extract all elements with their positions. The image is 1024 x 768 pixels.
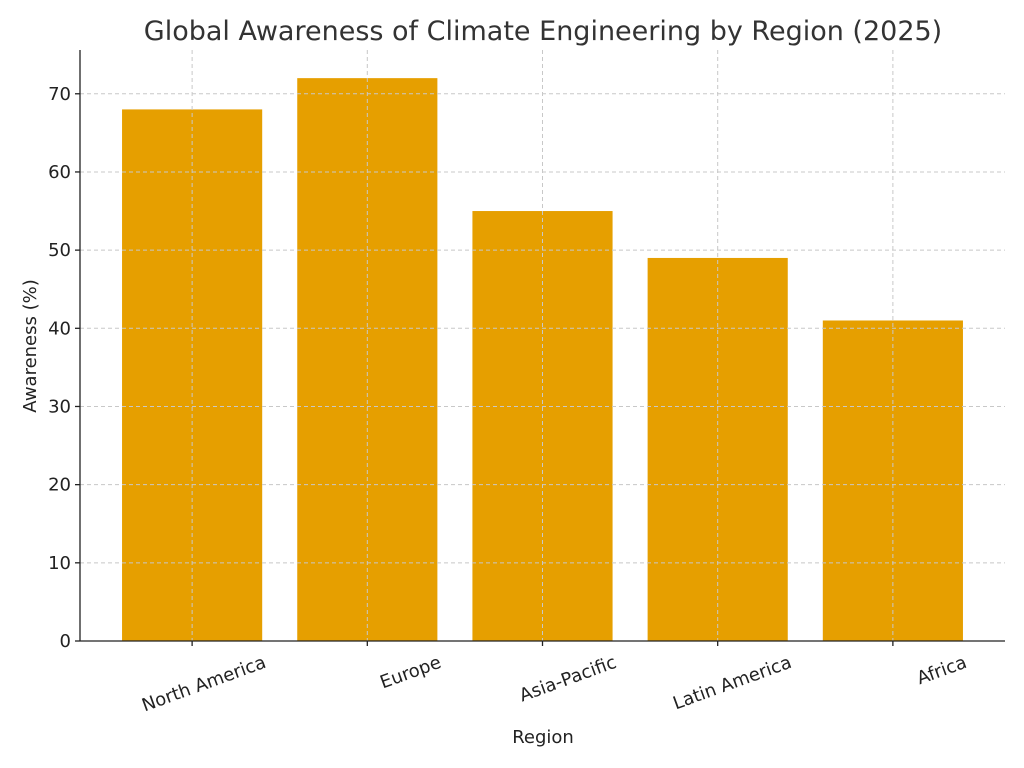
y-tick-label: 70 (48, 84, 71, 105)
x-tick-label: North America (139, 652, 269, 716)
x-tick-label: Asia-Pacific (517, 652, 620, 706)
x-axis-label: Region (512, 727, 574, 748)
x-tick-label: Africa (914, 652, 969, 689)
y-tick-label: 30 (48, 396, 71, 417)
y-tick-label: 10 (48, 553, 71, 574)
y-axis-label: Awareness (%) (20, 279, 41, 413)
chart-title: Global Awareness of Climate Engineering … (144, 16, 942, 47)
y-tick-label: 50 (48, 240, 71, 261)
x-tick-label: Europe (377, 652, 444, 693)
y-tick-label: 60 (48, 162, 71, 183)
y-tick-label: 40 (48, 318, 71, 339)
y-tick-label: 0 (60, 631, 71, 652)
y-tick-label: 20 (48, 475, 71, 496)
x-tick-label: Latin America (670, 652, 794, 714)
